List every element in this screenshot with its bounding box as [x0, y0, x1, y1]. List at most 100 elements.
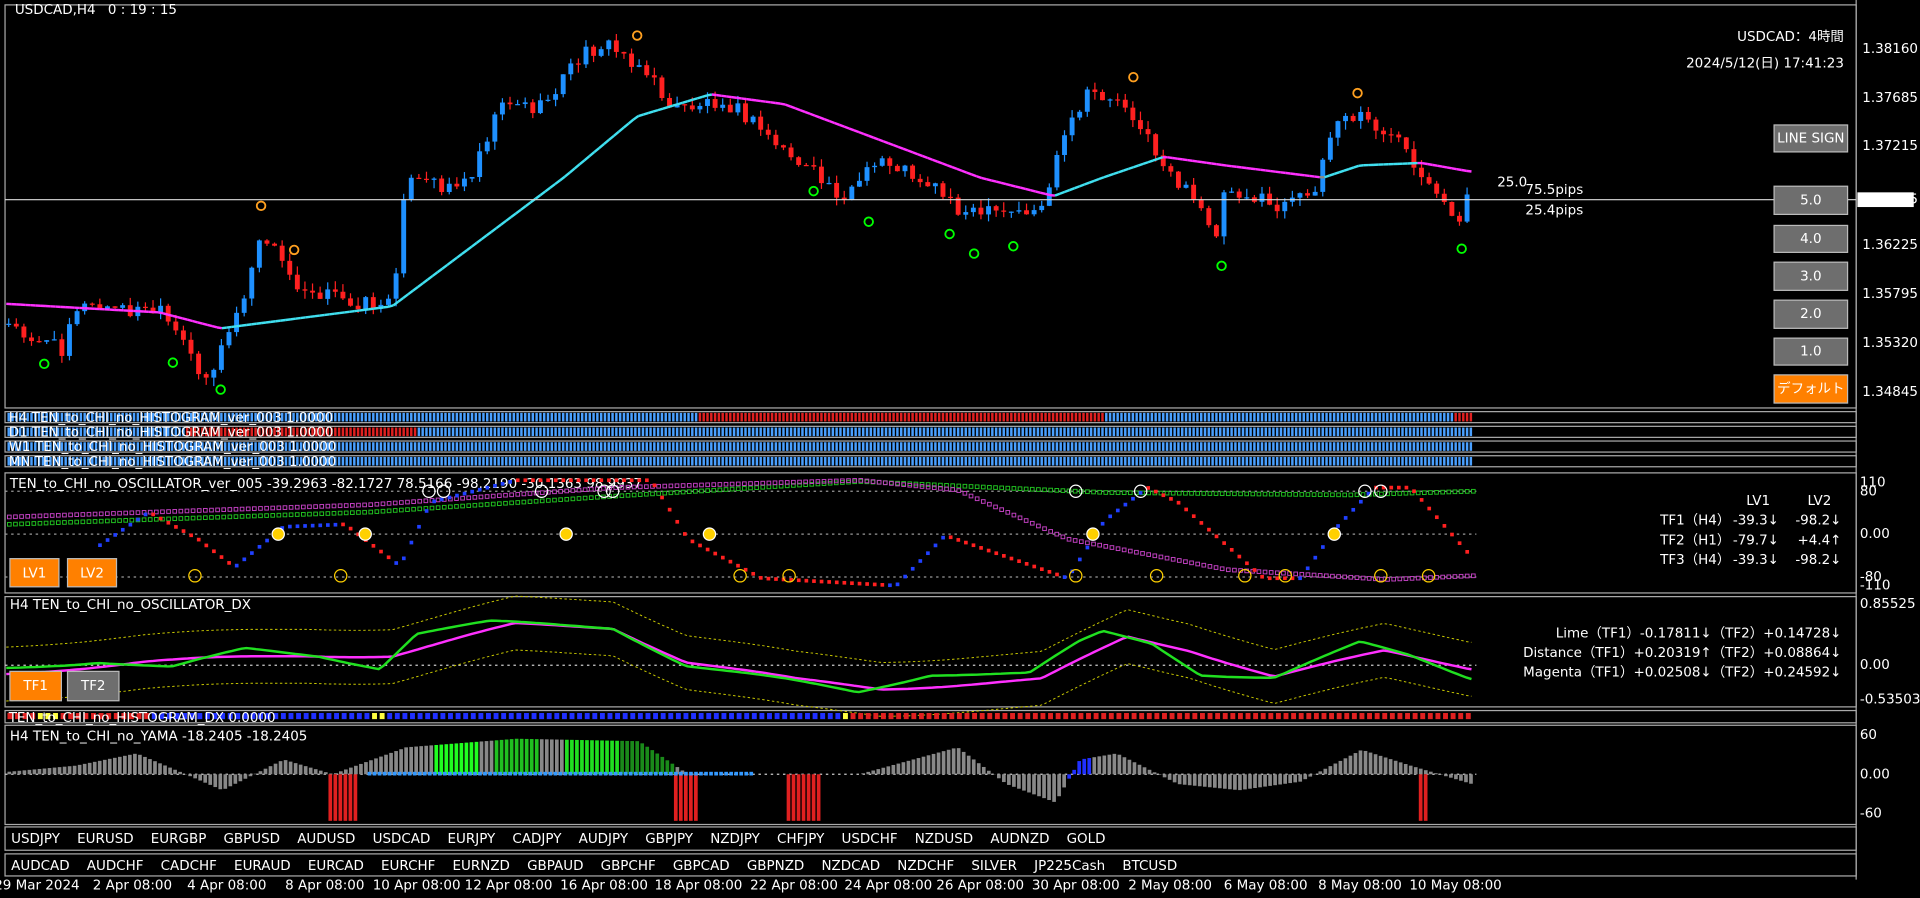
osc-dot [313, 511, 318, 517]
histogram-bar [770, 412, 774, 422]
tf-button[interactable] [9, 670, 62, 702]
symbol-tab[interactable]: AUDCHF [87, 858, 144, 874]
histogram-bar [242, 427, 246, 437]
symbol-tab[interactable]: GBPJPY [645, 831, 694, 847]
histogram-bar [1408, 442, 1412, 451]
histogram-bar [394, 427, 398, 437]
symbol-tab[interactable]: NZDUSD [915, 831, 973, 847]
histogram-bar [1074, 427, 1078, 437]
symbol-tab[interactable]: EURJPY [448, 831, 497, 847]
symbol-tab[interactable]: NZDJPY [710, 831, 760, 847]
tf-button-label[interactable]: TF2 [80, 678, 106, 694]
symbol-tab[interactable]: CHFJPY [777, 831, 825, 847]
symbol-tab[interactable]: SILVER [971, 858, 1017, 874]
histogram-bar [1203, 456, 1207, 466]
osc-dot [1421, 490, 1427, 496]
histogram-bar [550, 412, 554, 422]
symbol-tab[interactable]: GBPAUD [527, 858, 583, 874]
lv-button-label[interactable]: LV2 [80, 565, 104, 581]
symbol-tab[interactable]: JP225Cash [1033, 858, 1105, 874]
dx-hist-cell [615, 713, 621, 720]
symbol-tab[interactable]: GBPCHF [601, 858, 656, 874]
dx-hist-cell [843, 713, 848, 720]
side-button-label[interactable]: LINE SIGN [1777, 130, 1844, 146]
moving-average [1441, 165, 1448, 169]
histogram-bar [1188, 412, 1192, 422]
symbol-tab[interactable]: EURGBP [151, 831, 207, 847]
candle-body [67, 324, 72, 356]
histogram-bar [470, 412, 474, 422]
histogram-bar [858, 456, 861, 466]
symbol-tab[interactable]: USDJPY [11, 831, 61, 847]
symbol-tab[interactable]: BTCUSD [1122, 858, 1177, 874]
side-button[interactable] [1773, 224, 1849, 253]
yama-bar [956, 748, 961, 775]
symbol-tab[interactable]: GBPCAD [673, 858, 730, 874]
side-button[interactable] [1773, 299, 1849, 329]
symbol-tab[interactable]: NZDCAD [821, 858, 880, 874]
lv-button[interactable] [66, 558, 118, 588]
side-button-label[interactable]: 4.0 [1800, 231, 1821, 247]
histogram-bar [1302, 412, 1305, 422]
histogram-bar [1237, 456, 1241, 466]
side-button-label[interactable]: 3.0 [1800, 268, 1821, 284]
symbol-tab[interactable]: EURUSD [77, 831, 134, 847]
osc-dot [282, 505, 288, 510]
side-button-label[interactable]: 5.0 [1800, 192, 1821, 208]
symbol-tab[interactable]: USDCAD [373, 831, 431, 847]
histogram-bar [113, 442, 117, 451]
histogram-bar [983, 427, 986, 437]
symbol-tab[interactable]: CADCHF [161, 858, 217, 874]
osc-dot [250, 551, 254, 555]
side-button[interactable] [1773, 261, 1849, 291]
moving-average [1010, 184, 1017, 188]
tf-button[interactable] [66, 670, 120, 702]
moving-average [309, 314, 316, 319]
dx-hist-cell [1017, 713, 1023, 720]
yama-bar [554, 739, 559, 775]
histogram-bar [372, 427, 375, 437]
histogram-bar [1302, 456, 1305, 466]
symbol-tab[interactable]: EURAUD [234, 858, 291, 874]
symbol-tab[interactable]: AUDUSD [297, 831, 355, 847]
osc-dot [265, 538, 269, 543]
side-button-label[interactable]: デフォルト [1777, 380, 1844, 397]
osc-dot [43, 520, 49, 526]
lv-button[interactable] [9, 558, 60, 588]
dx-hist-cell [1313, 713, 1319, 720]
symbol-tab[interactable]: EURCHF [381, 858, 435, 874]
osc-dot [374, 501, 380, 507]
symbol-tab[interactable]: EURNZD [453, 858, 510, 874]
side-button[interactable] [1773, 185, 1849, 216]
tf-button-label[interactable]: TF1 [22, 678, 48, 694]
symbol-tab[interactable]: AUDNZD [990, 831, 1049, 847]
histogram-bar [368, 427, 371, 437]
lv-button-label[interactable]: LV1 [23, 565, 47, 581]
symbol-tab[interactable]: GOLD [1067, 831, 1106, 847]
side-button[interactable] [1773, 124, 1849, 153]
histogram-bar [1127, 442, 1131, 451]
symbol-tab[interactable]: EURCAD [308, 858, 364, 874]
symbol-tab[interactable]: AUDJPY [579, 831, 629, 847]
histogram-bar [26, 456, 29, 466]
side-button[interactable] [1773, 337, 1849, 366]
symbol-tab[interactable]: NZDCHF [897, 858, 954, 874]
yama-base [653, 771, 658, 776]
histogram-bar [854, 427, 857, 437]
side-button-label[interactable]: 1.0 [1800, 344, 1821, 360]
symbol-tab[interactable]: GBPUSD [223, 831, 280, 847]
symbol-tab[interactable]: AUDCAD [11, 858, 69, 874]
osc-dot [754, 485, 759, 490]
symbol-tab[interactable]: GBPNZD [747, 858, 804, 874]
symbol-tab[interactable]: USDCHF [842, 831, 898, 847]
yama-bar [1323, 768, 1328, 775]
histogram-bar [79, 412, 83, 422]
side-button-label[interactable]: 2.0 [1800, 306, 1821, 322]
histogram-bar [1222, 427, 1226, 437]
symbol-tab[interactable]: CADJPY [512, 831, 562, 847]
side-button[interactable] [1773, 374, 1849, 404]
histogram-bar [542, 427, 546, 437]
osc-dot [1042, 487, 1047, 493]
histogram-bar [1241, 427, 1245, 437]
histogram-bar [64, 412, 67, 422]
